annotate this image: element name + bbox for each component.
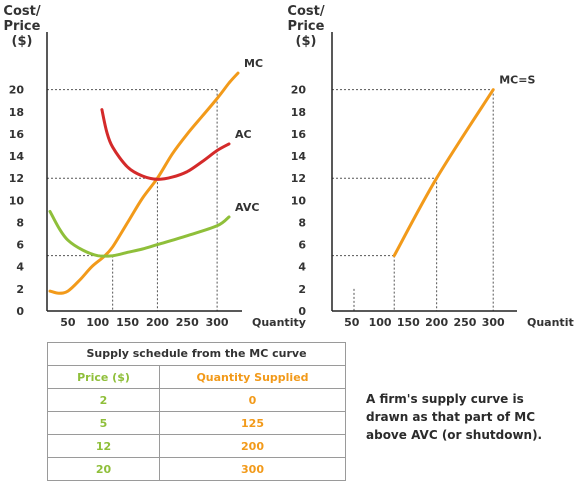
table-header-row: Price ($) Quantity Supplied xyxy=(47,365,346,389)
y-tick-label: 4 xyxy=(298,261,306,274)
y-tick-label: 14 xyxy=(9,150,25,163)
y-tick-label: 18 xyxy=(9,106,24,119)
y-tick-label: 6 xyxy=(298,239,306,252)
x-tick-label: 100 xyxy=(369,316,392,329)
x-tick-label: 250 xyxy=(453,316,476,329)
y-tick-label: 16 xyxy=(9,128,25,141)
y-tick-label: 12 xyxy=(291,172,306,185)
y-tick-label: 20 xyxy=(9,84,25,97)
quantity-header: Quantity Supplied xyxy=(159,365,346,389)
quantity-cell: 300 xyxy=(159,457,346,481)
x-tick-label: 300 xyxy=(482,316,505,329)
table-row: 5 125 xyxy=(47,411,346,435)
y-tick-label: 16 xyxy=(291,128,307,141)
ac-curve xyxy=(100,108,231,181)
price-cell: 5 xyxy=(47,411,160,435)
avc-label: AVC xyxy=(235,201,259,214)
x-tick-label: 300 xyxy=(206,316,229,329)
y-axis-title: Cost/ xyxy=(3,4,40,19)
supply-schedule-table: Supply schedule from the MC curve Price … xyxy=(47,342,346,481)
mc-label: MC xyxy=(244,57,263,70)
table-row: 2 0 xyxy=(47,388,346,412)
y-tick-label: 20 xyxy=(291,84,307,97)
x-axis-title: Quantity xyxy=(527,316,574,329)
price-header: Price ($) xyxy=(47,365,160,389)
y-tick-label: 0 xyxy=(16,305,24,318)
y-tick-label: 14 xyxy=(291,150,307,163)
supply-curve-chart: Cost/Price($) 0 2 4 6 8 10 12 14 16 18 20 50 100 150 20… xyxy=(287,4,574,329)
y-tick-label: 10 xyxy=(9,194,25,207)
quantity-cell: 125 xyxy=(159,411,346,435)
price-cell: 2 xyxy=(47,388,160,412)
y-axis-title: ($) xyxy=(296,34,317,49)
x-tick-label: 50 xyxy=(344,316,360,329)
quantity-cell: 200 xyxy=(159,434,346,458)
x-tick-label: 250 xyxy=(176,316,199,329)
ac-label: AC xyxy=(235,128,252,141)
mc-s-label: MC=S xyxy=(499,74,535,87)
supply-note: A firm's supply curve is drawn as that p… xyxy=(366,392,543,442)
y-axis-title: ($) xyxy=(12,34,33,49)
y-axis-title: Price xyxy=(4,19,41,34)
x-tick-label: 100 xyxy=(86,316,109,329)
mc-s-curve xyxy=(392,88,495,258)
y-tick-label: 18 xyxy=(291,106,306,119)
price-cell: 12 xyxy=(47,434,160,458)
y-tick-label: 0 xyxy=(298,305,306,318)
x-tick-label: 50 xyxy=(60,316,76,329)
table-row: 20 300 xyxy=(47,457,346,481)
x-tick-label: 150 xyxy=(397,316,420,329)
y-tick-label: 4 xyxy=(16,261,24,274)
avc-curve xyxy=(48,209,231,258)
y-axis-title: Cost/ xyxy=(287,4,324,19)
x-axis-title: Quantity xyxy=(252,316,306,329)
y-tick-label: 8 xyxy=(16,216,24,229)
y-tick-label: 10 xyxy=(291,194,307,207)
x-tick-label: 200 xyxy=(146,316,169,329)
table-title: Supply schedule from the MC curve xyxy=(47,342,346,365)
mc-curve xyxy=(48,71,240,295)
quantity-cell: 0 xyxy=(159,388,346,412)
y-tick-label: 6 xyxy=(16,239,24,252)
price-cell: 20 xyxy=(47,457,160,481)
y-axis-title: Price xyxy=(288,19,325,34)
y-tick-label: 2 xyxy=(298,283,306,296)
x-tick-label: 200 xyxy=(425,316,448,329)
y-tick-label: 8 xyxy=(298,216,306,229)
y-tick-label: 12 xyxy=(9,172,24,185)
x-tick-label: 150 xyxy=(116,316,139,329)
y-tick-label: 2 xyxy=(16,283,24,296)
table-row: 12 200 xyxy=(47,434,346,458)
